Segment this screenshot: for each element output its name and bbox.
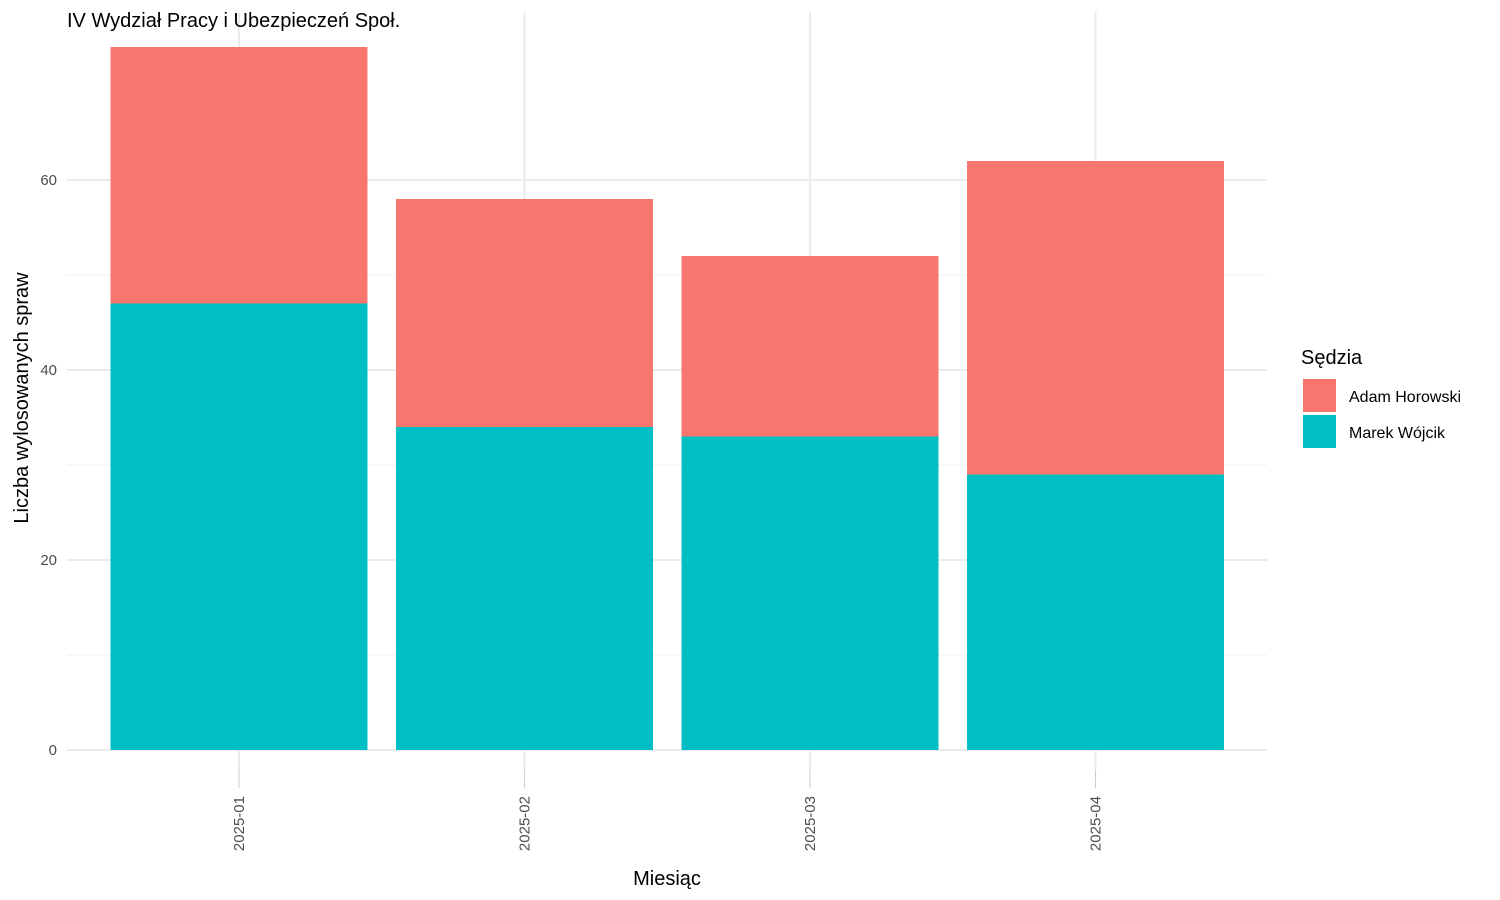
x-tick-label: 2025-02 bbox=[517, 796, 534, 851]
legend-swatch bbox=[1303, 379, 1336, 412]
legend-swatch bbox=[1303, 415, 1336, 448]
legend: Sędzia Adam Horowski Marek Wójcik bbox=[1301, 347, 1461, 448]
y-axis-ticks: 0 20 40 60 bbox=[40, 172, 57, 759]
legend-label: Marek Wójcik bbox=[1349, 425, 1446, 442]
x-axis-title: Miesiąc bbox=[633, 868, 701, 890]
y-tick-label: 20 bbox=[40, 552, 57, 569]
bars bbox=[110, 47, 1224, 750]
chart-title: IV Wydział Pracy i Ubezpieczeń Społ. bbox=[67, 10, 400, 32]
y-tick-label: 0 bbox=[49, 742, 57, 759]
y-tick-label: 60 bbox=[40, 172, 57, 189]
bar-2025-04-marek-wójcik bbox=[967, 474, 1224, 750]
bar-2025-03-adam-horowski bbox=[681, 256, 939, 437]
bar-2025-02-adam-horowski bbox=[396, 199, 653, 427]
x-tick-label: 2025-03 bbox=[802, 796, 819, 851]
bar-2025-02-marek-wójcik bbox=[396, 427, 653, 750]
bar-2025-01-marek-wójcik bbox=[110, 303, 368, 750]
x-axis-ticks: 2025-01 2025-02 2025-03 2025-04 bbox=[231, 770, 1105, 851]
x-tick-label: 2025-01 bbox=[231, 796, 248, 851]
y-tick-label: 40 bbox=[40, 362, 57, 379]
bar-2025-01-adam-horowski bbox=[110, 47, 368, 304]
x-tick-label: 2025-04 bbox=[1088, 796, 1105, 851]
legend-label: Adam Horowski bbox=[1349, 389, 1461, 406]
y-axis-title: Liczba wylosowanych spraw bbox=[11, 272, 33, 524]
bar-2025-03-marek-wójcik bbox=[681, 436, 939, 750]
bar-2025-04-adam-horowski bbox=[967, 161, 1224, 475]
legend-title: Sędzia bbox=[1301, 347, 1363, 369]
legend-items: Adam Horowski Marek Wójcik bbox=[1303, 379, 1461, 448]
